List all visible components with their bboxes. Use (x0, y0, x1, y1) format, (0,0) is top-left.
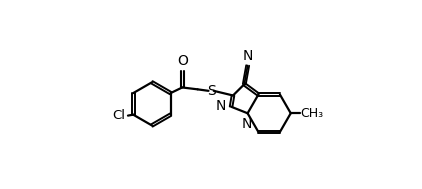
Text: Cl: Cl (113, 109, 125, 122)
Text: N: N (216, 99, 226, 113)
Text: S: S (207, 84, 216, 98)
Text: N: N (241, 117, 252, 131)
Text: O: O (177, 54, 188, 68)
Text: N: N (243, 49, 253, 63)
Text: CH₃: CH₃ (301, 107, 324, 120)
